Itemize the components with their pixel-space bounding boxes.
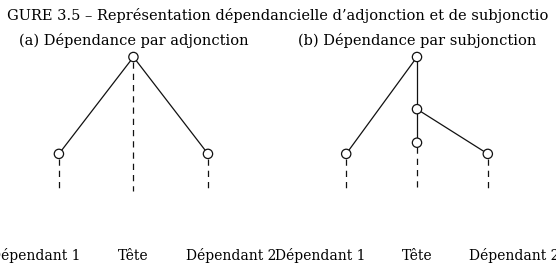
Text: Dépendant 2: Dépendant 2 — [186, 248, 276, 263]
Text: Dépendant 2: Dépendant 2 — [469, 248, 556, 263]
Text: (b) Dépendance par subjonction: (b) Dépendance par subjonction — [298, 33, 536, 48]
Circle shape — [129, 52, 138, 62]
Circle shape — [413, 138, 421, 147]
Text: Dépendant 1: Dépendant 1 — [275, 248, 365, 263]
Circle shape — [54, 149, 63, 159]
Circle shape — [203, 149, 212, 159]
Text: Dépendant 1: Dépendant 1 — [0, 248, 81, 263]
Text: Tête: Tête — [118, 249, 149, 263]
Circle shape — [413, 52, 421, 62]
Circle shape — [341, 149, 351, 159]
Text: (a) Dépendance par adjonction: (a) Dépendance par adjonction — [19, 33, 248, 48]
Text: Tête: Tête — [401, 249, 433, 263]
Text: GURE 3.5 – Représentation dépendancielle d’adjonction et de subjonctio: GURE 3.5 – Représentation dépendancielle… — [7, 8, 549, 23]
Circle shape — [413, 104, 421, 114]
Circle shape — [483, 149, 493, 159]
